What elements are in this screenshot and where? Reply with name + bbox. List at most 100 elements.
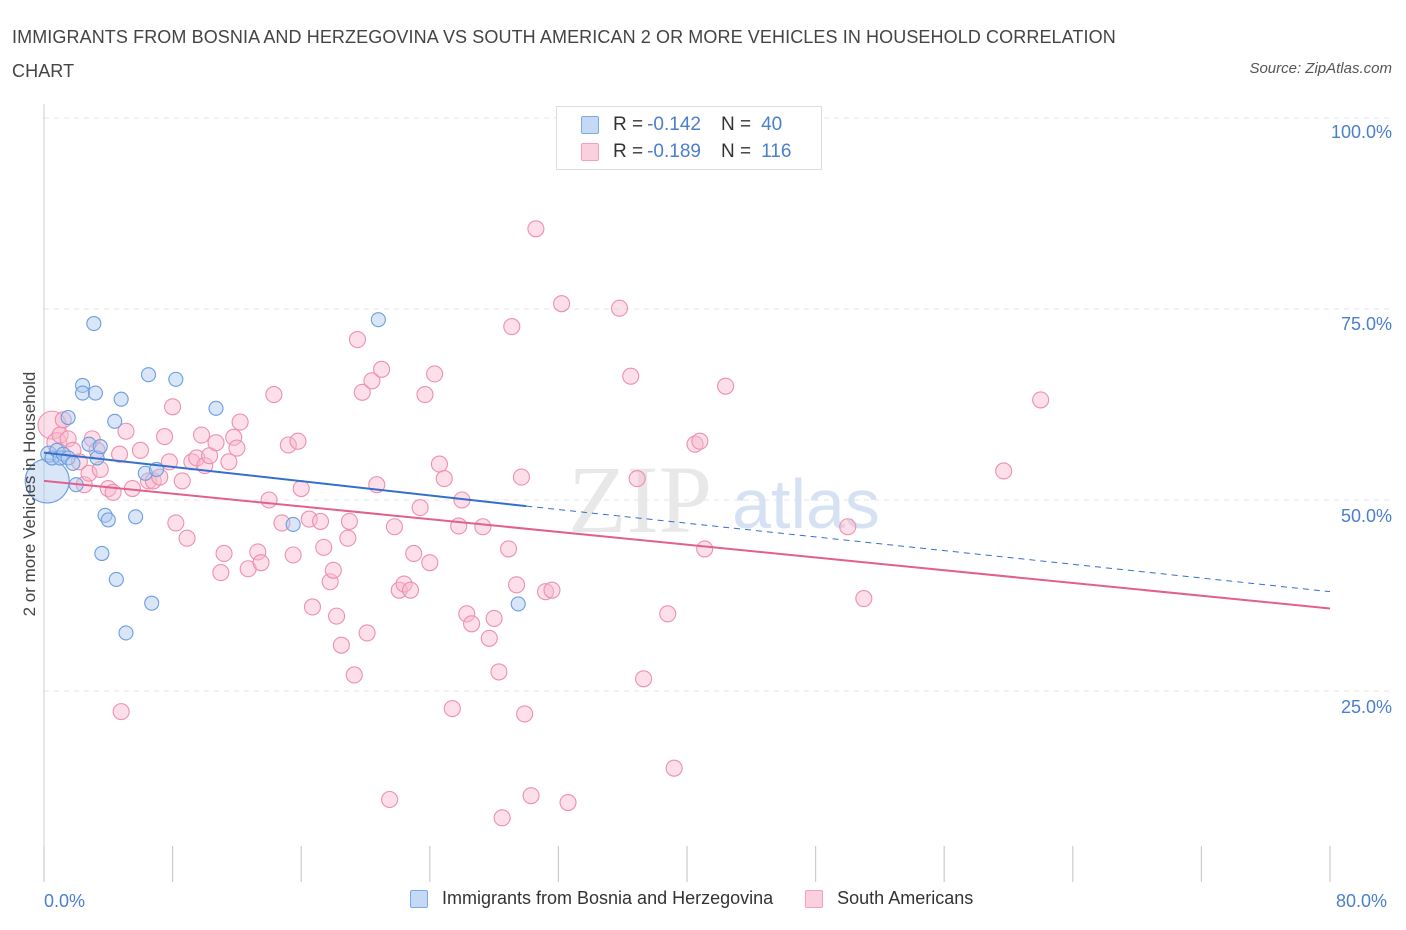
r-label: R = bbox=[613, 141, 644, 162]
south-point bbox=[395, 575, 413, 593]
south-point bbox=[839, 518, 857, 536]
bosnia-point bbox=[60, 409, 76, 426]
south-point bbox=[207, 434, 225, 452]
legend-item-bosnia[interactable]: Immigrants from Bosnia and Herzegovina bbox=[410, 888, 773, 909]
y-tick-label: 50.0% bbox=[1340, 506, 1392, 526]
south-point bbox=[273, 514, 291, 532]
south-point bbox=[635, 670, 653, 688]
south-point bbox=[416, 386, 434, 404]
south-point bbox=[373, 360, 391, 378]
bosnia-point bbox=[140, 367, 157, 383]
south-point bbox=[995, 462, 1013, 480]
south-point bbox=[215, 544, 233, 563]
south-trend-line bbox=[43, 479, 1331, 610]
south-point bbox=[363, 372, 381, 390]
south-point bbox=[37, 410, 67, 440]
south-point bbox=[536, 583, 555, 601]
legend-row-bosnia: R = -0.142 N = 40 bbox=[581, 112, 782, 138]
south-point bbox=[659, 605, 677, 623]
south-point bbox=[279, 436, 297, 454]
south-point bbox=[411, 499, 429, 517]
south-point bbox=[610, 299, 629, 317]
y-tick-label: 75.0% bbox=[1340, 314, 1392, 334]
south-point bbox=[228, 439, 246, 457]
south-point bbox=[249, 543, 267, 561]
south-point bbox=[480, 629, 498, 647]
bosnia-point bbox=[94, 545, 110, 562]
south-point bbox=[300, 510, 318, 528]
south-point bbox=[339, 529, 357, 547]
south-point bbox=[80, 464, 98, 482]
south-point bbox=[855, 590, 873, 608]
watermark-zip: ZIP bbox=[568, 446, 712, 553]
south-point bbox=[401, 581, 420, 599]
south-point bbox=[381, 790, 399, 809]
bosnia-point bbox=[128, 509, 144, 525]
r-label: R = bbox=[613, 114, 644, 135]
south-point bbox=[348, 331, 367, 349]
south-point bbox=[303, 598, 322, 616]
south-point bbox=[311, 512, 330, 530]
grid-lines bbox=[44, 117, 1392, 692]
bosnia-point bbox=[168, 371, 184, 387]
r-value: -0.189 bbox=[647, 141, 701, 162]
south-point bbox=[131, 441, 149, 459]
south-point bbox=[717, 377, 735, 395]
trend-lines bbox=[43, 451, 1331, 610]
south-point bbox=[167, 514, 185, 532]
south-point bbox=[332, 636, 350, 654]
south-point bbox=[385, 518, 403, 536]
bosnia-point bbox=[144, 595, 160, 611]
south-point bbox=[691, 432, 709, 450]
south-point bbox=[622, 367, 640, 385]
south-point bbox=[192, 426, 211, 444]
south-point bbox=[173, 472, 191, 490]
south-point bbox=[284, 546, 302, 564]
x-tick-label: 0.0% bbox=[44, 891, 86, 911]
r-value: -0.142 bbox=[647, 114, 701, 135]
y-tick-label: 25.0% bbox=[1340, 697, 1392, 717]
south-point bbox=[527, 220, 545, 238]
bosnia-points bbox=[24, 312, 526, 641]
south-point bbox=[231, 413, 249, 431]
bosnia-trend-extension bbox=[526, 505, 1331, 593]
bosnia-point bbox=[113, 391, 129, 407]
south-point bbox=[358, 624, 376, 642]
bosnia-point bbox=[100, 512, 116, 528]
stats-legend: R = -0.142 N = 40 R = -0.189 N = 116 bbox=[556, 106, 822, 170]
chart-title: IMMIGRANTS FROM BOSNIA AND HERZEGOVINA V… bbox=[12, 27, 1116, 81]
y-tick-label: 100.0% bbox=[1330, 122, 1392, 142]
bosnia-point bbox=[86, 315, 102, 332]
south-point bbox=[220, 453, 238, 471]
series-legend: Immigrants from Bosnia and Herzegovina S… bbox=[410, 888, 1005, 909]
y-axis-label: 2 or more Vehicles in Household bbox=[20, 371, 39, 617]
south-point bbox=[212, 564, 230, 582]
south-americans-points bbox=[37, 220, 1050, 827]
south-point bbox=[450, 517, 468, 535]
south-point bbox=[696, 540, 714, 558]
south-point bbox=[156, 428, 174, 446]
south-point bbox=[665, 759, 683, 777]
south-point bbox=[522, 787, 540, 805]
south-point bbox=[111, 445, 129, 463]
south-point bbox=[252, 554, 270, 572]
south-point bbox=[178, 529, 196, 547]
south-point bbox=[292, 479, 310, 498]
n-value: 40 bbox=[761, 114, 783, 135]
south-point bbox=[493, 809, 511, 827]
south-point bbox=[512, 468, 530, 486]
south-point bbox=[686, 435, 704, 453]
south-point bbox=[112, 703, 130, 721]
south-point bbox=[485, 609, 503, 627]
legend-item-south-americans[interactable]: South Americans bbox=[805, 888, 973, 909]
legend-label: Immigrants from Bosnia and Herzegovina bbox=[442, 888, 774, 908]
bosnia-point bbox=[137, 465, 153, 481]
watermark-atlas: atlas bbox=[732, 465, 880, 543]
south-point bbox=[315, 538, 333, 556]
south-point bbox=[463, 615, 481, 633]
bosnia-swatch bbox=[410, 889, 428, 908]
bosnia-point bbox=[108, 571, 124, 588]
south-point bbox=[508, 576, 526, 594]
bosnia-point bbox=[87, 385, 103, 401]
